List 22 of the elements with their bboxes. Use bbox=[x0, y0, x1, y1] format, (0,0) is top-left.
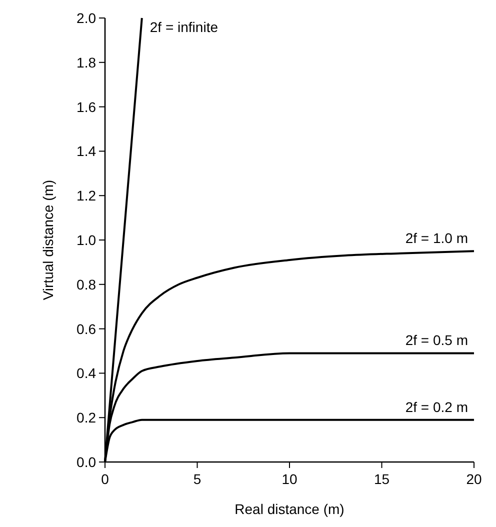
x-tick-label: 10 bbox=[282, 471, 298, 487]
y-tick-label: 1.0 bbox=[76, 232, 96, 248]
y-tick-label: 1.6 bbox=[76, 98, 96, 115]
y-tick-label: 1.8 bbox=[76, 54, 96, 70]
x-tick-label: 5 bbox=[193, 471, 202, 487]
y-tick-label: 0.0 bbox=[76, 454, 96, 470]
y-tick-label: 1.2 bbox=[76, 188, 96, 204]
y-tick-label: 2.0 bbox=[76, 10, 96, 26]
x-tick-label: 15 bbox=[374, 471, 390, 487]
series-label: 2f = 0.5 m bbox=[405, 332, 468, 348]
y-tick-label: 0.8 bbox=[76, 276, 96, 292]
series-label: 2f = infinite bbox=[150, 19, 218, 35]
y-axis-title: Virtual distance (m) bbox=[40, 180, 56, 300]
x-tick-label: 0 bbox=[101, 471, 110, 487]
y-tick-label: 0.6 bbox=[76, 320, 96, 337]
y-tick-label: 1.4 bbox=[76, 143, 96, 160]
y-tick-label: 0.4 bbox=[76, 365, 96, 382]
x-axis-title: Real distance (m) bbox=[234, 501, 344, 517]
x-tick-label: 20 bbox=[466, 471, 482, 487]
y-tick-label: 0.2 bbox=[76, 410, 96, 426]
series-label: 2f = 0.2 m bbox=[405, 398, 468, 415]
series-label: 2f = 1.0 m bbox=[405, 230, 468, 246]
